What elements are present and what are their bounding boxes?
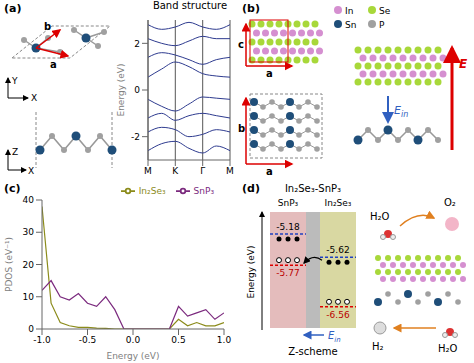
svg-text:c: c — [238, 39, 244, 50]
svg-text:Energy (eV): Energy (eV) — [106, 351, 159, 361]
svg-text:Energy (eV): Energy (eV) — [116, 63, 126, 116]
svg-text:Γ: Γ — [200, 166, 205, 176]
svg-text:-5.62: -5.62 — [326, 245, 349, 255]
html-text:In₂Se₃: In₂Se₃ — [138, 185, 166, 196]
html-text:Band structure: Band structure — [152, 0, 228, 11]
svg-text:Sn: Sn — [345, 20, 356, 30]
svg-text:1.0: 1.0 — [217, 335, 232, 345]
svg-text:10: 10 — [23, 292, 35, 302]
svg-text:H₂: H₂ — [372, 341, 384, 352]
svg-text:0: 0 — [28, 324, 34, 334]
svg-text:(a): (a) — [4, 2, 21, 15]
svg-text:0.5: 0.5 — [171, 335, 185, 345]
svg-text:(b): (b) — [242, 2, 260, 15]
svg-text:-1.0: -1.0 — [33, 335, 51, 345]
svg-text:In₂Se₃-SnP₃: In₂Se₃-SnP₃ — [285, 183, 341, 194]
svg-text:-6.56: -6.56 — [326, 310, 350, 320]
svg-text:Se: Se — [379, 6, 391, 16]
svg-text:E: E — [459, 57, 468, 71]
svg-text:30: 30 — [23, 227, 35, 237]
svg-text:X: X — [28, 166, 34, 176]
svg-text:0.0: 0.0 — [126, 335, 141, 345]
svg-text:-0.5: -0.5 — [79, 335, 97, 345]
svg-text:-2: -2 — [131, 132, 140, 142]
svg-text:b: b — [44, 21, 51, 32]
svg-text:M: M — [144, 166, 152, 176]
svg-text:2: 2 — [134, 39, 140, 49]
svg-text:-5.77: -5.77 — [276, 268, 299, 278]
svg-text:K: K — [172, 166, 179, 176]
svg-text:Z-scheme: Z-scheme — [288, 346, 337, 357]
svg-text:a: a — [50, 59, 57, 70]
svg-text:b: b — [238, 123, 245, 134]
svg-text:Z: Z — [12, 147, 18, 157]
svg-text:40: 40 — [23, 195, 35, 205]
svg-text:H₂O: H₂O — [438, 343, 458, 354]
svg-text:SnP₃: SnP₃ — [278, 198, 299, 208]
svg-text:P: P — [379, 20, 385, 30]
svg-text:O₂: O₂ — [444, 197, 456, 208]
svg-text:Ein: Ein — [328, 330, 341, 344]
svg-text:In₂Se₃: In₂Se₃ — [325, 198, 352, 208]
svg-text:H₂O: H₂O — [370, 211, 390, 222]
svg-text:Y: Y — [11, 76, 18, 86]
svg-text:X: X — [31, 93, 37, 103]
svg-text:In: In — [345, 6, 353, 16]
svg-text:M: M — [226, 166, 234, 176]
svg-text:20: 20 — [23, 260, 35, 270]
svg-text:-5.18: -5.18 — [276, 222, 300, 232]
svg-text:a: a — [266, 68, 273, 79]
svg-text:Energy (eV): Energy (eV) — [246, 245, 256, 298]
svg-text:0: 0 — [134, 85, 140, 95]
html-text:SnP₃: SnP₃ — [193, 185, 214, 196]
svg-text:PDOS (eV⁻¹): PDOS (eV⁻¹) — [4, 237, 14, 292]
svg-text:a: a — [266, 166, 273, 177]
html-text:(c): (c) — [4, 182, 21, 195]
svg-text:Ein: Ein — [394, 104, 408, 119]
svg-text:(d): (d) — [242, 182, 260, 195]
